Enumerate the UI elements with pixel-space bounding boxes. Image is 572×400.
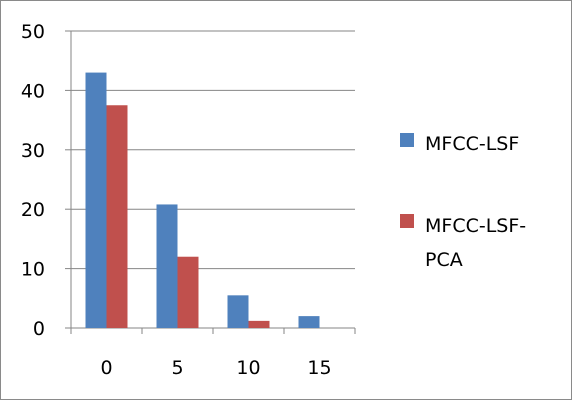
- y-tick-labels: 0 10 20 30 40 50: [21, 21, 71, 340]
- bar-mfcc-lsf: [298, 316, 320, 328]
- bar-mfcc-lsf-pca: [106, 105, 128, 328]
- y-tick-label: 30: [21, 140, 45, 162]
- legend-swatch-mfcc-lsf-pca: [400, 214, 414, 228]
- bar-mfcc-lsf-pca: [177, 256, 199, 328]
- y-tick-label: 40: [21, 80, 45, 102]
- y-tick-label: 0: [33, 318, 45, 340]
- bar-mfcc-lsf: [156, 204, 178, 328]
- x-tick-labels: 0 5 10 15: [70, 328, 356, 379]
- legend: MFCC-LSF MFCC-LSF- PCA: [400, 133, 526, 271]
- legend-label-mfcc-lsf: MFCC-LSF: [425, 133, 519, 155]
- bar-mfcc-lsf: [227, 295, 249, 328]
- legend-swatch-mfcc-lsf: [400, 133, 414, 147]
- x-tick-label: 10: [236, 357, 260, 379]
- bar-mfcc-lsf-pca: [248, 320, 270, 328]
- bars: [85, 72, 320, 328]
- bar-mfcc-lsf: [85, 72, 107, 328]
- x-tick-label: 15: [307, 357, 331, 379]
- y-tick-label: 20: [21, 199, 45, 221]
- legend-label-mfcc-lsf-pca-line2: PCA: [425, 249, 463, 271]
- y-tick-label: 50: [21, 21, 45, 43]
- legend-label-mfcc-lsf-pca-line1: MFCC-LSF-: [425, 215, 526, 237]
- y-tick-label: 10: [21, 259, 45, 281]
- x-tick-label: 0: [100, 357, 112, 379]
- x-tick-label: 5: [171, 357, 183, 379]
